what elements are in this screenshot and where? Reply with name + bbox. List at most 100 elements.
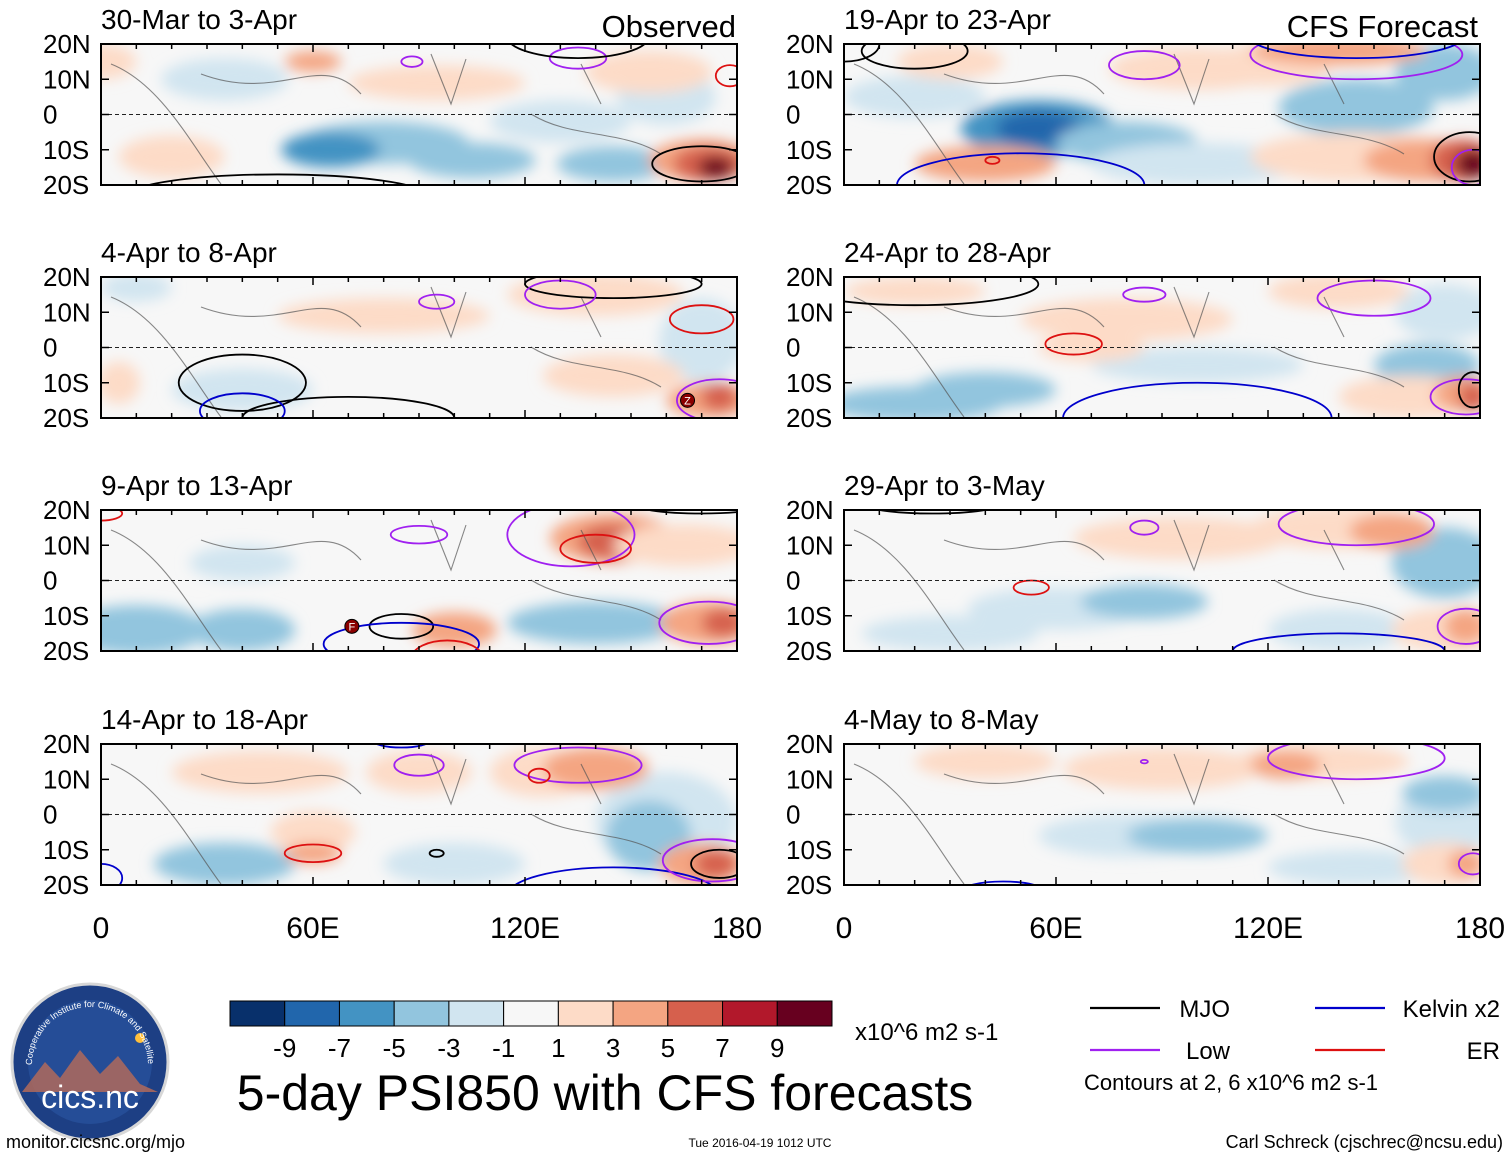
anomaly-blob bbox=[914, 744, 1056, 780]
legend-label: Kelvin x2 bbox=[1403, 996, 1500, 1023]
anomaly-blob bbox=[701, 382, 737, 411]
anomaly-blob bbox=[101, 277, 172, 302]
anomaly-blob bbox=[383, 842, 525, 885]
anomaly-blob bbox=[277, 298, 490, 334]
anomaly-blob bbox=[1395, 44, 1480, 101]
y-tick-label: 20S bbox=[43, 870, 89, 900]
colorbar-swatch bbox=[393, 1000, 450, 1027]
footer-credit[interactable]: Carl Schreck (cjschrec@ncsu.edu) bbox=[1226, 1132, 1503, 1152]
wave-contour bbox=[428, 848, 445, 858]
y-tick-label: 10S bbox=[786, 368, 832, 398]
anomaly-field bbox=[101, 277, 737, 418]
y-tick-label: 20N bbox=[786, 29, 834, 59]
anomaly-shading bbox=[101, 513, 737, 651]
y-tick-label: 10S bbox=[786, 601, 832, 631]
wave-contour bbox=[984, 155, 1001, 165]
wave-contour bbox=[393, 753, 445, 777]
wave-contour bbox=[1436, 607, 1480, 645]
panel: 14-Apr to 18-Apr 20N 10N 0 10S 20S bbox=[43, 704, 738, 900]
logo-sun bbox=[135, 1033, 145, 1043]
anomaly-blob bbox=[914, 372, 1056, 408]
wave-contour bbox=[1254, 44, 1458, 59]
anomaly-blob bbox=[861, 615, 1039, 651]
x-tick-label: 60E bbox=[286, 912, 339, 945]
panel-title: 4-May to 8-May bbox=[844, 704, 1039, 735]
legend: MJO Kelvin x2 Low ER bbox=[1090, 996, 1500, 1065]
anomaly-blob bbox=[101, 361, 140, 404]
x-tick-label: 180 bbox=[712, 912, 762, 945]
wave-contour bbox=[658, 600, 737, 645]
anomaly-shading bbox=[154, 747, 737, 885]
anomaly-blob bbox=[659, 298, 737, 383]
wave-contour bbox=[1044, 332, 1103, 356]
y-tick-label: 10N bbox=[786, 297, 834, 327]
anomaly-blob bbox=[101, 44, 137, 80]
storm-marker bbox=[680, 392, 696, 408]
y-tick-label: 0 bbox=[43, 333, 57, 363]
colorbar: -9 -7 -5 -3 -1 1 3 5 7 9 bbox=[229, 1000, 833, 1063]
storm-marker-label: F bbox=[348, 621, 355, 633]
anomaly-blob bbox=[1374, 343, 1480, 387]
y-tick-label: 0 bbox=[43, 100, 57, 130]
y-tick-label: 10S bbox=[786, 135, 832, 165]
wave-contour bbox=[1429, 378, 1480, 416]
storm-marker-label: Z bbox=[684, 395, 691, 407]
coastline bbox=[110, 519, 662, 651]
wave-contour bbox=[1277, 510, 1435, 547]
anomaly-blob bbox=[1278, 79, 1435, 136]
colorbar-units: x10^6 m2 s-1 bbox=[855, 1019, 998, 1046]
wave-contour bbox=[968, 880, 1038, 885]
coastline bbox=[110, 53, 662, 185]
footer-timestamp: Tue 2016-04-19 1012 UTC bbox=[689, 1136, 832, 1150]
anomaly-field bbox=[853, 510, 1480, 651]
panel: 19-Apr to 23-Apr 20N 10N 0 10S 20S bbox=[786, 4, 1481, 200]
anomaly-blob bbox=[1455, 149, 1480, 178]
anomaly-blob bbox=[154, 842, 296, 885]
coastline bbox=[853, 286, 1405, 418]
anomaly-blob bbox=[1091, 347, 1304, 383]
footer-url[interactable]: monitor.cicsnc.org/mjo bbox=[6, 1132, 185, 1152]
wave-contour bbox=[145, 173, 410, 185]
x-tick-label: 60E bbox=[1029, 912, 1082, 945]
colorbar-swatch bbox=[667, 1000, 724, 1027]
anomaly-blob bbox=[1268, 277, 1410, 309]
colorbar-tick-label: 7 bbox=[715, 1033, 729, 1063]
y-tick-label: 10N bbox=[43, 764, 91, 794]
wave-contour bbox=[400, 55, 424, 68]
x-tick-label: 120E bbox=[490, 912, 560, 945]
anomaly-blob bbox=[844, 75, 986, 119]
colorbar-tick-label: -9 bbox=[273, 1033, 296, 1063]
contour-note: Contours at 2, 6 x10^6 m2 s-1 bbox=[1084, 1070, 1378, 1095]
wave-contour bbox=[1249, 44, 1464, 81]
wave-contour bbox=[1267, 744, 1446, 781]
wave-contour bbox=[1062, 381, 1333, 418]
anomaly-blob bbox=[556, 146, 670, 182]
anomaly-blob bbox=[585, 51, 713, 94]
anomaly-blob bbox=[161, 58, 289, 101]
anomaly-blob bbox=[171, 368, 313, 411]
anomaly-blob bbox=[613, 524, 737, 567]
anomaly-blob bbox=[698, 156, 734, 178]
anomaly-blob bbox=[1268, 608, 1410, 651]
logo-text: cics.nc bbox=[41, 1079, 139, 1115]
x-tick-label: 180 bbox=[1455, 912, 1505, 945]
wave-contour bbox=[513, 746, 643, 784]
wave-contour bbox=[661, 838, 737, 883]
legend-label: ER bbox=[1467, 1038, 1500, 1065]
wave-contour bbox=[668, 304, 735, 335]
y-tick-label: 10S bbox=[43, 601, 89, 631]
colorbar-tick-label: -7 bbox=[328, 1033, 351, 1063]
anomaly-blob bbox=[897, 44, 1003, 80]
wave-contour bbox=[1457, 371, 1480, 409]
colorbar-swatch bbox=[557, 1000, 614, 1027]
y-tick-label: 10N bbox=[43, 64, 91, 94]
panel-title: 29-Apr to 3-May bbox=[844, 470, 1045, 501]
y-tick-label: 0 bbox=[786, 800, 800, 830]
panel: 29-Apr to 3-May 20N 10N 0 10S 20S bbox=[786, 470, 1481, 666]
anomaly-blob bbox=[408, 142, 536, 178]
anomaly-blob bbox=[1268, 849, 1445, 885]
y-tick-label: 0 bbox=[786, 566, 800, 596]
panel: 30-Mar to 3-Apr 20N 10N 0 10S 20S bbox=[43, 4, 738, 200]
y-tick-label: 0 bbox=[786, 100, 800, 130]
colorbar-swatch bbox=[284, 1000, 340, 1027]
